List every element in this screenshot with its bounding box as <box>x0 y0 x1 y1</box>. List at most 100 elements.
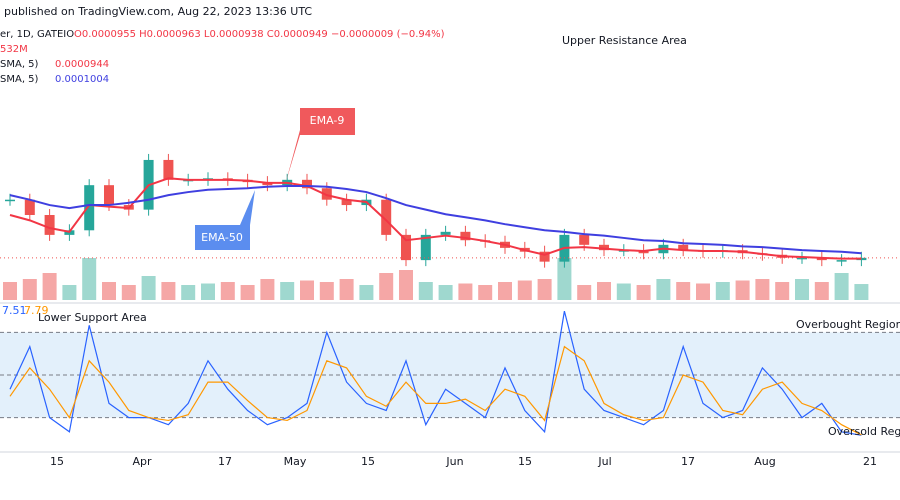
volume-bar <box>102 282 116 300</box>
stoch-d <box>9 345 862 436</box>
volume-bar <box>220 282 235 300</box>
ema50-label: SMA, 5) <box>0 74 39 85</box>
candle <box>341 199 352 206</box>
candle <box>440 231 451 235</box>
x-tick-label: 21 <box>863 455 877 468</box>
callout <box>195 190 255 250</box>
volume-bar <box>280 282 295 300</box>
stoch-d-value: 7.79 <box>24 304 49 317</box>
volume-bar <box>300 280 314 300</box>
candle <box>460 231 471 241</box>
volume-bar <box>735 280 750 300</box>
volume-bar <box>62 285 77 300</box>
candle <box>420 234 431 261</box>
volume-bar <box>814 282 829 300</box>
ohlc: O0.0000955 H0.0000963 L0.0000938 C0.0000… <box>74 29 445 40</box>
callout <box>285 108 355 185</box>
volume-bar <box>22 279 37 300</box>
ema50-value: 0.0001004 <box>55 74 109 85</box>
candle <box>381 199 392 235</box>
x-tick-label: 15 <box>50 455 64 468</box>
annotation: Upper Resistance Area <box>562 34 687 47</box>
candle <box>84 185 95 231</box>
volume-bar <box>597 282 611 300</box>
symbol: er, 1D, GATEIO <box>0 29 74 40</box>
volume-bar <box>319 282 334 300</box>
annotation: Overbought Region <box>796 318 900 331</box>
volume-bar <box>161 282 176 300</box>
volume-bar <box>438 285 453 300</box>
volume-bar <box>557 258 572 300</box>
ema-line <box>9 184 862 255</box>
ema9-value: 0.0000944 <box>55 59 109 70</box>
candle <box>599 244 609 251</box>
volume-bar <box>339 279 354 300</box>
volume-bar <box>181 285 196 300</box>
x-tick-label: 17 <box>218 455 232 468</box>
candle <box>302 179 312 189</box>
x-tick-label: 15 <box>518 455 532 468</box>
volume-label: 532M <box>0 44 28 55</box>
x-tick-label: Apr <box>132 455 152 468</box>
volume-bar <box>537 279 552 300</box>
candle <box>321 188 332 200</box>
annotation: EMA-50 <box>201 231 243 244</box>
volume-bar <box>636 285 651 300</box>
candle <box>5 199 15 202</box>
volume-bar <box>379 273 394 300</box>
annotation: Oversold Regio <box>828 425 900 438</box>
x-tick-label: May <box>284 455 307 468</box>
volume-bar <box>359 285 374 300</box>
candle <box>104 185 114 206</box>
annotation: Lower Support Area <box>38 311 147 324</box>
volume-bar <box>577 285 592 300</box>
ema9-label: SMA, 5) <box>0 59 39 70</box>
candle <box>579 234 590 245</box>
volume-bar <box>616 283 631 300</box>
candle <box>797 257 807 260</box>
volume-bar <box>834 273 849 300</box>
volume-bar <box>775 282 790 300</box>
candle <box>539 251 550 262</box>
volume-bar <box>517 280 532 300</box>
volume-bar <box>260 279 275 300</box>
volume-bar <box>498 282 512 300</box>
volume-bar <box>656 279 671 300</box>
candle <box>401 234 411 261</box>
volume-bar <box>82 258 97 300</box>
candle <box>836 260 847 262</box>
x-tick-label: 15 <box>361 455 375 468</box>
volume-bar <box>399 270 413 300</box>
x-tick-label: Aug <box>754 455 775 468</box>
candle <box>816 257 827 261</box>
volume-bar <box>240 285 255 300</box>
candle <box>678 244 689 251</box>
volume-bar <box>755 279 770 300</box>
volume-bar <box>696 283 710 300</box>
volume-bar <box>3 282 17 300</box>
volume-bar <box>201 283 215 300</box>
volume-bar <box>458 283 473 300</box>
candle <box>24 199 35 215</box>
volume-bar <box>121 285 136 300</box>
volume-bar <box>676 282 691 300</box>
volume-bar <box>418 282 433 300</box>
published: published on TradingView.com, Aug 22, 20… <box>4 5 312 18</box>
volume-bar <box>795 279 809 300</box>
ema-line <box>9 177 862 260</box>
volume-bar <box>715 282 730 300</box>
x-tick-label: Jul <box>597 455 611 468</box>
volume-bar <box>478 285 493 300</box>
candle <box>163 159 174 180</box>
x-tick-label: Jun <box>445 455 463 468</box>
annotation: EMA-9 <box>310 114 345 127</box>
volume-bar <box>141 276 156 300</box>
volume-bar <box>854 284 869 300</box>
stoch-k-value: 7.51 <box>2 304 27 317</box>
stoch-k <box>9 310 862 436</box>
candle <box>44 215 55 235</box>
volume-bar <box>42 273 57 300</box>
x-tick-label: 17 <box>681 455 695 468</box>
